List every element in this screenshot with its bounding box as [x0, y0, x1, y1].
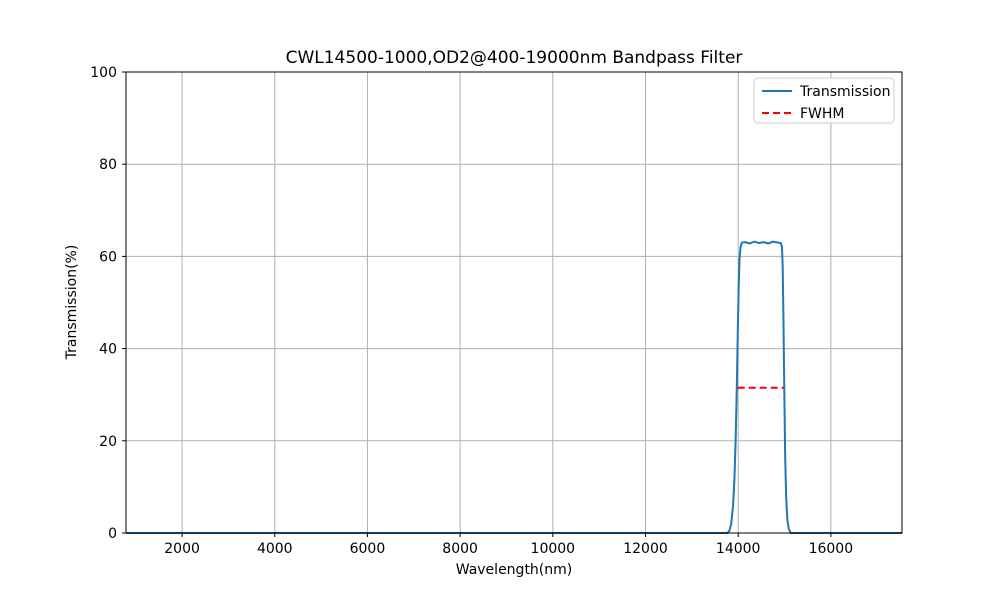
x-tick-label: 14000 — [716, 541, 761, 557]
y-tick-label: 40 — [99, 342, 117, 358]
legend-box — [753, 77, 895, 124]
legend: Transmission FWHM — [753, 77, 895, 124]
chart-title: CWL14500-1000,OD2@400-19000nm Bandpass F… — [286, 48, 743, 68]
axis-ticks: 2000 4000 6000 8000 10000 12000 14000 16000 0 20 4… — [90, 65, 853, 557]
y-tick-label: 0 — [108, 526, 117, 542]
plot-border — [125, 71, 903, 534]
x-tick-label: 10000 — [531, 541, 576, 557]
series-transmission-line — [126, 240, 902, 534]
y-axis-label: Transmission(%) — [64, 245, 80, 361]
data-series — [126, 240, 902, 534]
y-tick-label: 100 — [90, 65, 117, 81]
legend-transmission-label: Transmission — [799, 84, 890, 100]
x-tick-label: 4000 — [257, 541, 293, 557]
legend-fwhm-label: FWHM — [800, 106, 845, 122]
x-tick-label: 16000 — [809, 541, 854, 557]
x-tick-label: 2000 — [164, 541, 200, 557]
x-tick-label: 12000 — [623, 541, 668, 557]
x-axis-label: Wavelength(nm) — [456, 562, 572, 578]
y-tick-label: 20 — [99, 434, 117, 450]
x-tick-label: 8000 — [442, 541, 478, 557]
x-tick-label: 6000 — [350, 541, 386, 557]
y-tick-label: 60 — [99, 249, 117, 265]
y-tick-label: 80 — [99, 157, 117, 173]
